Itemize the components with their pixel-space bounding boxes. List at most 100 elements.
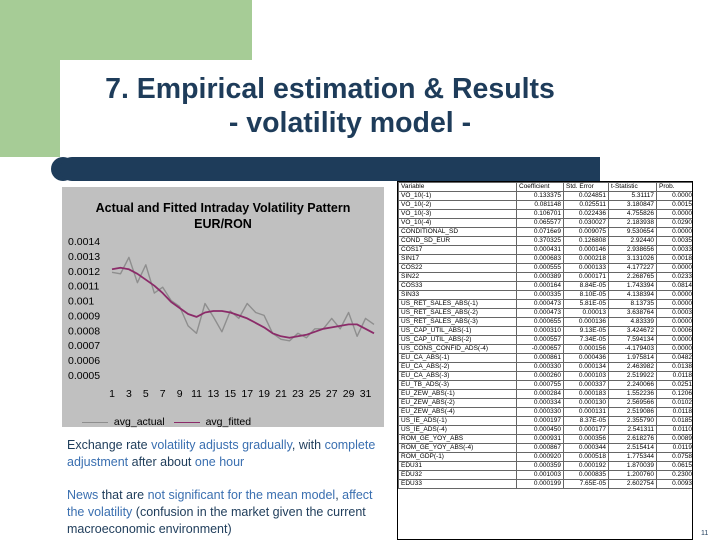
table-cell: 3.180847 bbox=[608, 200, 657, 210]
y-tick-label: 0.001 bbox=[68, 296, 94, 308]
table-cell: 0.000330 bbox=[516, 407, 564, 417]
table-cell: EU_CA_ABS(-2) bbox=[398, 362, 517, 372]
y-tick-label: 0.0013 bbox=[68, 251, 100, 263]
table-cell: 4.138394 bbox=[608, 290, 657, 300]
table-cell: 2.569566 bbox=[608, 398, 657, 408]
table-cell: 8.13735 bbox=[608, 299, 657, 309]
x-tick-label: 31 bbox=[360, 388, 372, 400]
table-cell: 1.975814 bbox=[608, 353, 657, 363]
volatility-chart: Actual and Fitted Intraday Volatility Pa… bbox=[62, 187, 384, 427]
table-row: ROM_GDP(-1) 0.000920 0.000518 1.775344 0.075… bbox=[398, 452, 692, 462]
table-cell: EU_CA_ABS(-1) bbox=[398, 353, 517, 363]
table-cell: 2.938656 bbox=[608, 245, 657, 255]
table-cell: 0.000755 bbox=[516, 380, 564, 390]
table-cell: 2.519086 bbox=[608, 407, 657, 417]
table-cell: 0.000197 bbox=[516, 416, 564, 426]
table-header-row: Variable Coefficient Std. Error t-Statis… bbox=[398, 182, 692, 192]
table-row: US_IE_ADS(-1) 0.000197 8.37E-05 2.355790 0.0… bbox=[398, 416, 692, 426]
table-cell: VO_10(-1) bbox=[398, 191, 517, 201]
table-cell: 2.618276 bbox=[608, 434, 657, 444]
table-cell: 0.0018 bbox=[656, 254, 692, 264]
table-cell: VO_10(-3) bbox=[398, 209, 517, 219]
table-cell: 0.0110 bbox=[656, 425, 692, 435]
table-cell: 9.530654 bbox=[608, 227, 657, 237]
header-coefficient: Coefficient bbox=[516, 182, 564, 192]
table-cell: EU_TB_ADS(-3) bbox=[398, 380, 517, 390]
table-cell: 0.0000 bbox=[656, 335, 692, 345]
table-cell: 0.000431 bbox=[516, 245, 564, 255]
table-cell: EU_ZEW_ABS(-4) bbox=[398, 407, 517, 417]
text2-part: that are bbox=[98, 488, 148, 502]
table-row: SIN22 0.000389 0.000171 2.268765 0.0233 bbox=[398, 272, 692, 282]
legend-swatch-actual bbox=[82, 421, 108, 423]
x-tick-label: 29 bbox=[343, 388, 355, 400]
text1-part: after about bbox=[128, 455, 195, 469]
table-cell: 0.0233 bbox=[656, 272, 692, 282]
table-cell: 0.000473 bbox=[516, 308, 564, 318]
table-cell: 3.424672 bbox=[608, 326, 657, 336]
text2-highlight: not significant for the mean model bbox=[147, 488, 336, 502]
table-cell: 0.000867 bbox=[516, 443, 564, 453]
table-cell: 1.775344 bbox=[608, 452, 657, 462]
table-cell: 4.177227 bbox=[608, 263, 657, 273]
table-cell: 0.081148 bbox=[516, 200, 564, 210]
header-std-error: Std. Error bbox=[563, 182, 609, 192]
table-cell: 0.0000 bbox=[656, 290, 692, 300]
table-cell: 0.00013 bbox=[563, 308, 609, 318]
table-cell: 3.638764 bbox=[608, 308, 657, 318]
page-number: 11 bbox=[701, 530, 709, 537]
table-cell: 0.133375 bbox=[516, 191, 564, 201]
table-cell: US_RET_SALES_ABS(-1) bbox=[398, 299, 517, 309]
table-cell: 0.000337 bbox=[563, 380, 609, 390]
table-cell: 0.1206 bbox=[656, 389, 692, 399]
table-cell: 0.022436 bbox=[563, 209, 609, 219]
table-cell: US_IE_ADS(-4) bbox=[398, 425, 517, 435]
y-tick-label: 0.0012 bbox=[68, 266, 100, 278]
table-cell: 0.0758 bbox=[656, 452, 692, 462]
x-tick-label: 7 bbox=[160, 388, 166, 400]
table-cell: 2.519922 bbox=[608, 371, 657, 381]
table-cell: EU_ZEW_ABS(-2) bbox=[398, 398, 517, 408]
table-cell: 2.602754 bbox=[608, 479, 657, 489]
table-row: VO_10(-4) 0.065577 0.030027 2.183938 0.0290 bbox=[398, 218, 692, 228]
table-cell: 0.000131 bbox=[563, 407, 609, 417]
table-row: US_CONS_CONFID_ADS(-4) -0.000657 0.000156-… bbox=[398, 344, 692, 354]
table-cell: 0.0093 bbox=[656, 479, 692, 489]
table-cell: 0.0000 bbox=[656, 227, 692, 237]
table-cell: EU_CA_ABS(-3) bbox=[398, 371, 517, 381]
table-cell: 8.10E-05 bbox=[563, 290, 609, 300]
x-tick-label: 1 bbox=[109, 388, 115, 400]
table-cell: 1.870039 bbox=[608, 461, 657, 471]
table-cell: 0.000436 bbox=[563, 353, 609, 363]
table-cell: 5.31117 bbox=[608, 191, 657, 201]
table-cell: 1.200760 bbox=[608, 470, 657, 480]
table-cell: 4.755826 bbox=[608, 209, 657, 219]
table-cell: 0.000557 bbox=[516, 335, 564, 345]
table-cell: 0.000335 bbox=[516, 290, 564, 300]
table-row: SIN33 0.000335 8.10E-05 4.138394 0.0000 bbox=[398, 290, 692, 300]
x-tick-label: 15 bbox=[224, 388, 236, 400]
y-tick-label: 0.0011 bbox=[68, 281, 99, 293]
text1-highlight: volatility adjusts gradually bbox=[151, 438, 292, 452]
table-cell: COS33 bbox=[398, 281, 517, 291]
table-cell: 0.0035 bbox=[656, 236, 692, 246]
table-cell: 0.0000 bbox=[656, 263, 692, 273]
y-tick-label: 0.0006 bbox=[68, 355, 100, 367]
table-cell: COS17 bbox=[398, 245, 517, 255]
legend-swatch-fitted bbox=[173, 421, 200, 423]
chart-title-line-1: Actual and Fitted Intraday Volatility Pa… bbox=[95, 201, 351, 215]
table-cell: 0.000931 bbox=[516, 434, 564, 444]
table-cell: 0.0033 bbox=[656, 245, 692, 255]
table-cell: 0.0000 bbox=[656, 317, 692, 327]
table-cell: CONDITIONAL_SD bbox=[398, 227, 517, 237]
y-tick-label: 0.0005 bbox=[68, 370, 100, 382]
table-row: SIN17 0.000683 0.000218 3.131026 0.0018 bbox=[398, 254, 692, 264]
table-cell: 0.0000 bbox=[656, 209, 692, 219]
table-row: EU_TB_ADS(-3) 0.000755 0.000337 2.240066 0.0… bbox=[398, 380, 692, 390]
table-cell: 0.106701 bbox=[516, 209, 564, 219]
table-cell: 0.0482 bbox=[656, 353, 692, 363]
table-cell: 0.000356 bbox=[563, 434, 609, 444]
x-tick-label: 9 bbox=[177, 388, 183, 400]
table-row: EU_CA_ABS(-1) 0.000861 0.000436 1.975814 0.0… bbox=[398, 353, 692, 363]
y-tick-label: 0.0008 bbox=[68, 325, 100, 337]
